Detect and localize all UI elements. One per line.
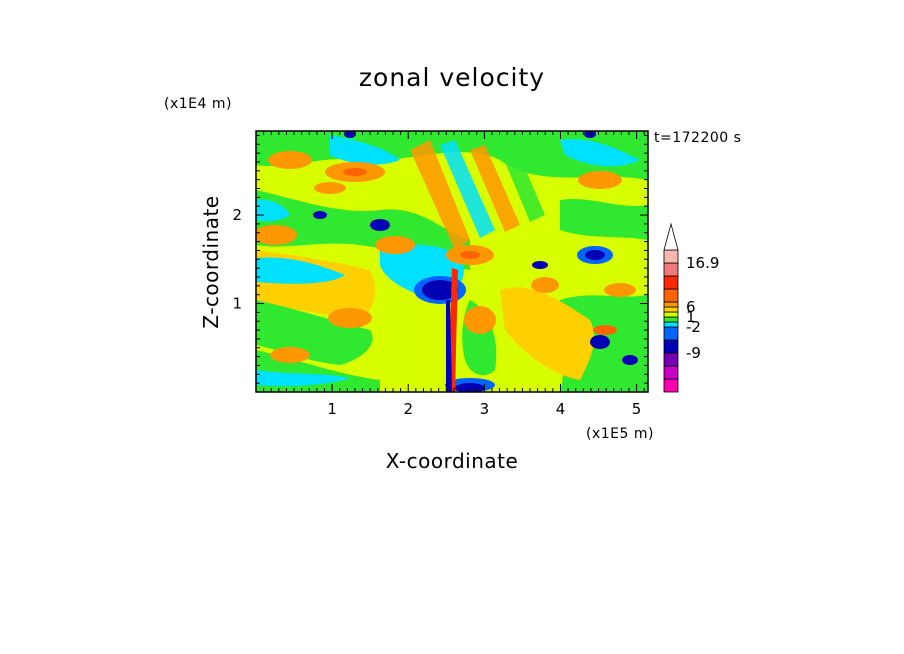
field-band: [560, 198, 648, 240]
field-band: [330, 135, 400, 165]
colorbar-swatch: [663, 288, 679, 303]
field-blob: [622, 355, 638, 365]
x-tick-label: 2: [403, 400, 413, 418]
colorbar-extend-arrow: [663, 222, 679, 251]
x-tick-label: 1: [327, 400, 337, 418]
field-wave: [410, 140, 470, 250]
field-blob: [455, 383, 485, 392]
colorbar-swatch: [663, 275, 679, 290]
field-blob: [460, 251, 480, 259]
y-tick-label: 2: [232, 206, 242, 224]
field-band: [560, 139, 640, 167]
y-axis-title: Z-coordinate: [199, 195, 223, 328]
colorbar-label: -9: [686, 344, 701, 362]
field-blob: [328, 308, 372, 328]
time-label: t=172200 s: [654, 130, 741, 146]
field-blob: [532, 261, 548, 269]
x-tick-label: 5: [632, 400, 642, 418]
field-blob: [464, 306, 496, 334]
colorbar-label: 1: [686, 308, 696, 326]
colorbar-label: 16.9: [686, 254, 719, 272]
colorbar-swatch: [663, 262, 679, 277]
y-axis-ticks: 12: [232, 134, 648, 384]
plot-frame: [255, 130, 649, 393]
field-blob: [585, 250, 605, 260]
field-blob: [343, 168, 367, 176]
x-scale-label: (x1E5 m): [586, 426, 654, 442]
field-blob: [604, 283, 636, 297]
field-blob: [590, 335, 610, 349]
y-scale-label: (x1E4 m): [164, 96, 232, 112]
field-blob: [531, 277, 559, 293]
colorbar-label: 6: [686, 298, 696, 316]
colorbar-swatch: [663, 316, 679, 323]
field-blob: [370, 219, 390, 231]
field-wave: [470, 145, 520, 232]
x-tick-label: 3: [480, 400, 490, 418]
plot-area: [256, 131, 648, 392]
colorbar-swatch: [663, 301, 679, 308]
field-blob: [578, 171, 622, 189]
colorbar-swatch: [663, 249, 679, 264]
colorbar-swatch: [663, 326, 679, 341]
field-blob: [375, 236, 415, 254]
field-jet: [446, 300, 452, 392]
field-band: [500, 287, 595, 380]
colorbar-swatch: [663, 365, 679, 380]
x-axis-title: X-coordinate: [386, 449, 519, 473]
x-axis-ticks: 1 2 3 4 5: [263, 131, 645, 418]
colorbar-swatch: [663, 378, 679, 393]
colorbar: 16.9 61-2 -9: [663, 222, 719, 393]
colorbar-swatch: [663, 352, 679, 367]
field-band: [256, 199, 290, 222]
field-wave: [500, 145, 545, 222]
field-blob: [422, 280, 458, 300]
colorbar-swatch: [663, 339, 679, 354]
colorbar-swatch: [663, 306, 679, 313]
field-blob: [314, 182, 346, 194]
field-band: [256, 257, 345, 284]
field-blob: [270, 347, 310, 363]
colorbar-swatch: [663, 321, 679, 328]
y-tick-label: 1: [232, 295, 242, 313]
field-band: [256, 370, 350, 387]
field-wave: [440, 140, 495, 238]
field-blob: [268, 151, 312, 169]
field-blob: [256, 225, 297, 245]
chart-title: zonal velocity: [359, 63, 545, 92]
colorbar-swatch: [663, 311, 679, 318]
field-blob: [593, 325, 617, 335]
x-tick-label: 4: [556, 400, 566, 418]
field-blob: [313, 211, 327, 219]
colorbar-label: -2: [686, 318, 701, 336]
field-blob: [584, 131, 596, 138]
